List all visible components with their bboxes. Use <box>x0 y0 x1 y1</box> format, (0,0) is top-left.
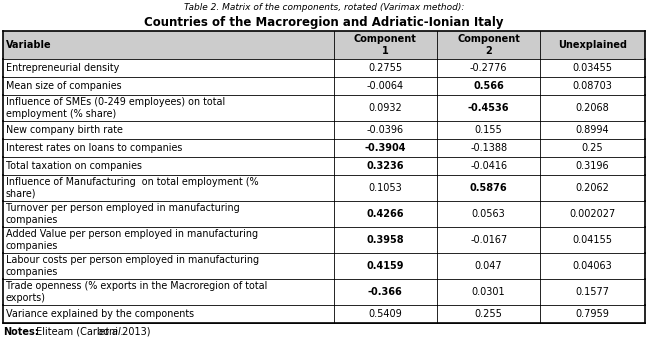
Text: -0.3904: -0.3904 <box>365 143 406 153</box>
Text: 0.2062: 0.2062 <box>575 183 610 193</box>
Text: -0.4536: -0.4536 <box>468 103 509 113</box>
Text: 0.3236: 0.3236 <box>367 161 404 171</box>
Text: -0.1388: -0.1388 <box>470 143 507 153</box>
Text: Turnover per person employed in manufacturing
companies: Turnover per person employed in manufact… <box>6 203 240 225</box>
Text: 0.5876: 0.5876 <box>470 183 507 193</box>
Text: -0.2776: -0.2776 <box>470 63 507 73</box>
Text: Added Value per person employed in manufacturing
companies: Added Value per person employed in manuf… <box>6 229 258 251</box>
Text: -0.0064: -0.0064 <box>367 81 404 91</box>
Text: Influence of Manufacturing  on total employment (%
share): Influence of Manufacturing on total empl… <box>6 177 259 199</box>
Text: Trade openness (% exports in the Macroregion of total
exports): Trade openness (% exports in the Macrore… <box>6 281 268 303</box>
Text: 0.08703: 0.08703 <box>573 81 612 91</box>
Text: 0.3958: 0.3958 <box>367 235 404 245</box>
Text: Countries of the Macroregion and Adriatic-Ionian Italy: Countries of the Macroregion and Adriati… <box>145 16 503 29</box>
Text: 0.25: 0.25 <box>582 143 603 153</box>
Text: 0.1053: 0.1053 <box>369 183 402 193</box>
Text: 0.1577: 0.1577 <box>575 287 610 297</box>
Text: Variance explained by the components: Variance explained by the components <box>6 309 194 319</box>
Bar <box>3 31 645 59</box>
Text: 0.047: 0.047 <box>475 261 502 271</box>
Text: 0.0301: 0.0301 <box>472 287 505 297</box>
Text: -0.366: -0.366 <box>368 287 402 297</box>
Text: 0.8994: 0.8994 <box>576 125 610 135</box>
Text: 0.002027: 0.002027 <box>570 209 616 219</box>
Text: Eliteam (Carboni: Eliteam (Carboni <box>33 327 121 337</box>
Text: 0.0563: 0.0563 <box>472 209 505 219</box>
Text: et al.: et al. <box>99 327 124 337</box>
Text: 0.3196: 0.3196 <box>576 161 610 171</box>
Text: 0.04155: 0.04155 <box>573 235 612 245</box>
Text: 0.4266: 0.4266 <box>367 209 404 219</box>
Text: 2013): 2013) <box>119 327 150 337</box>
Text: -0.0167: -0.0167 <box>470 235 507 245</box>
Text: Entrepreneurial density: Entrepreneurial density <box>6 63 119 73</box>
Text: 0.4159: 0.4159 <box>367 261 404 271</box>
Text: Total taxation on companies: Total taxation on companies <box>6 161 142 171</box>
Text: Interest rates on loans to companies: Interest rates on loans to companies <box>6 143 182 153</box>
Text: 0.04063: 0.04063 <box>573 261 612 271</box>
Text: Unexplained: Unexplained <box>558 40 627 50</box>
Text: Table 2. Matrix of the components, rotated (Varimax method):: Table 2. Matrix of the components, rotat… <box>184 3 464 12</box>
Text: 0.155: 0.155 <box>475 125 503 135</box>
Text: Influence of SMEs (0-249 employees) on total
employment (% share): Influence of SMEs (0-249 employees) on t… <box>6 97 226 119</box>
Text: -0.0396: -0.0396 <box>367 125 404 135</box>
Text: 0.0932: 0.0932 <box>369 103 402 113</box>
Text: Component
2: Component 2 <box>457 34 520 56</box>
Text: 0.2755: 0.2755 <box>368 63 402 73</box>
Text: Labour costs per person employed in manufacturing
companies: Labour costs per person employed in manu… <box>6 255 259 277</box>
Text: 0.7959: 0.7959 <box>575 309 610 319</box>
Text: 0.566: 0.566 <box>473 81 504 91</box>
Text: 0.255: 0.255 <box>475 309 503 319</box>
Text: Component
1: Component 1 <box>354 34 417 56</box>
Text: Variable: Variable <box>6 40 52 50</box>
Text: 0.2068: 0.2068 <box>576 103 610 113</box>
Text: Mean size of companies: Mean size of companies <box>6 81 122 91</box>
Text: 0.03455: 0.03455 <box>573 63 612 73</box>
Text: Notes:: Notes: <box>3 327 39 337</box>
Text: 0.5409: 0.5409 <box>369 309 402 319</box>
Text: -0.0416: -0.0416 <box>470 161 507 171</box>
Text: New company birth rate: New company birth rate <box>6 125 123 135</box>
